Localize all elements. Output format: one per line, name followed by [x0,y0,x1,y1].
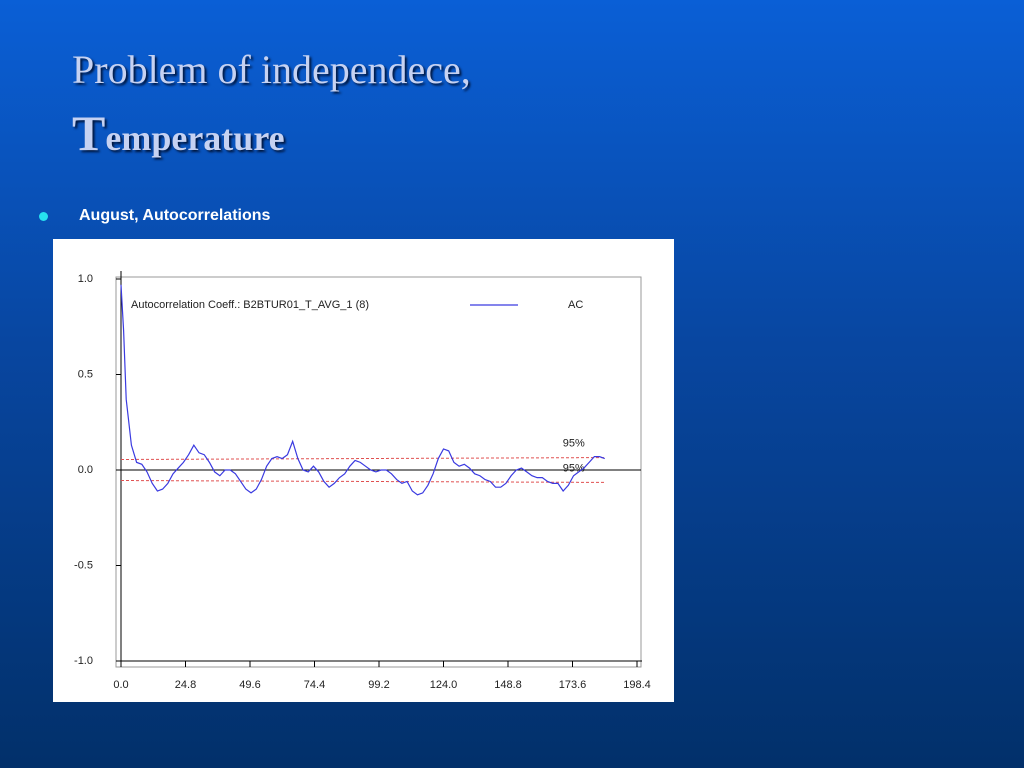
slide-subtitle: Temperature [72,105,285,161]
y-tick-label: -0.5 [74,559,93,571]
bullet-dot [39,212,48,221]
x-tick-label: 99.2 [368,679,389,691]
confidence-line [120,457,605,460]
slide-title: Problem of independece, [72,47,471,92]
x-tick-label: 0.0 [113,679,128,691]
x-tick-label: 148.8 [494,679,522,691]
y-tick-label: 0.5 [78,368,93,380]
x-tick-label: 49.6 [239,679,260,691]
x-tick-label: 198.4 [623,679,651,691]
confidence-label: 95% [563,437,585,449]
y-tick-label: 1.0 [78,273,93,285]
chart: Autocorrelation Coeff.: B2BTUR01_T_AVG_1… [53,239,674,702]
x-tick-label: 74.4 [304,679,325,691]
x-tick-label: 173.6 [559,679,587,691]
y-tick-label: 0.0 [78,464,93,476]
chart-title: Autocorrelation Coeff.: B2BTUR01_T_AVG_1… [131,299,369,311]
bullet-text: August, Autocorrelations [79,207,271,224]
legend-label: AC [568,299,583,311]
series-line [120,284,605,496]
confidence-label: 95% [563,462,585,474]
x-tick-label: 124.0 [430,679,458,691]
y-tick-label: -1.0 [74,655,93,667]
x-tick-label: 24.8 [175,679,196,691]
confidence-line [120,480,605,483]
